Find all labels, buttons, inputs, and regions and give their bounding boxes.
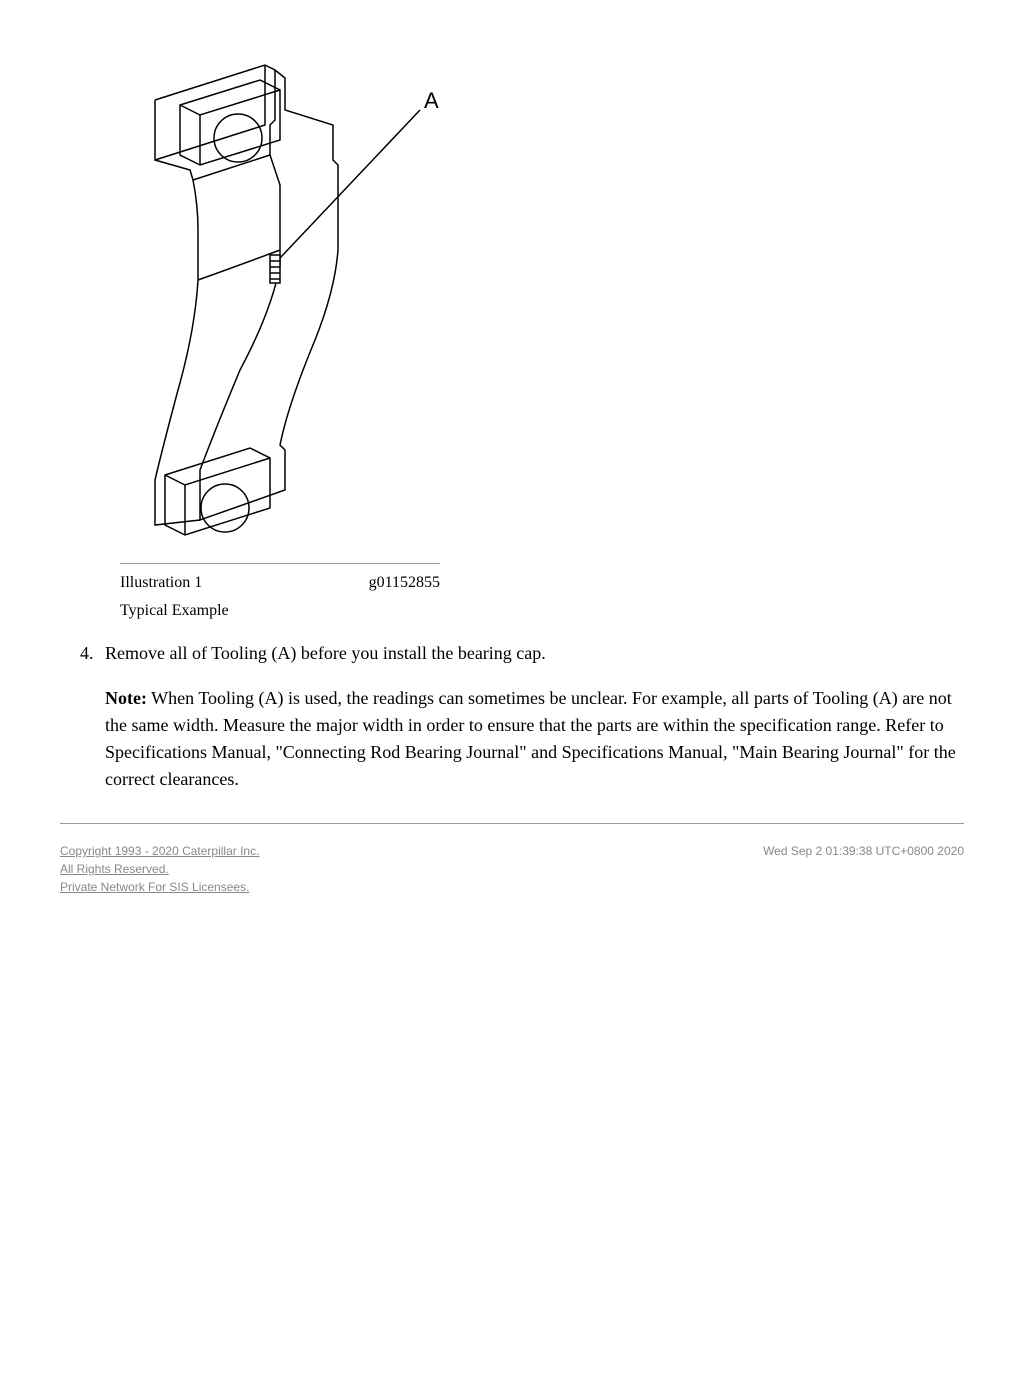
footer: Copyright 1993 - 2020 Caterpillar Inc. A… xyxy=(60,844,964,898)
note-text: Note: When Tooling (A) is used, the read… xyxy=(105,685,964,793)
callout-label-a: A xyxy=(424,88,439,113)
bottom-divider xyxy=(60,823,964,824)
illustration-subtitle: Typical Example xyxy=(120,602,964,620)
step-text: Remove all of Tooling (A) before you ins… xyxy=(105,640,964,667)
note-label: Note: xyxy=(105,688,147,708)
illustration-label: Illustration 1 xyxy=(120,574,369,592)
footer-rights-link[interactable]: All Rights Reserved. xyxy=(60,862,763,876)
footer-network-link[interactable]: Private Network For SIS Licensees. xyxy=(60,880,763,894)
footer-copyright-link[interactable]: Copyright 1993 - 2020 Caterpillar Inc. xyxy=(60,844,763,858)
step-number: 4. xyxy=(80,640,105,793)
footer-left: Copyright 1993 - 2020 Caterpillar Inc. A… xyxy=(60,844,763,898)
illustration-caption: Illustration 1 g01152855 xyxy=(120,574,440,592)
note-body: When Tooling (A) is used, the readings c… xyxy=(105,688,956,789)
illustration-svg: A xyxy=(120,30,460,550)
step-content: Remove all of Tooling (A) before you ins… xyxy=(105,640,964,793)
illustration-divider xyxy=(120,563,440,564)
step-item-4: 4. Remove all of Tooling (A) before you … xyxy=(80,640,964,793)
illustration-id: g01152855 xyxy=(369,574,440,592)
illustration-container: A Illustration 1 g01152855 Typical Examp… xyxy=(120,30,964,620)
footer-timestamp: Wed Sep 2 01:39:38 UTC+0800 2020 xyxy=(763,844,964,898)
